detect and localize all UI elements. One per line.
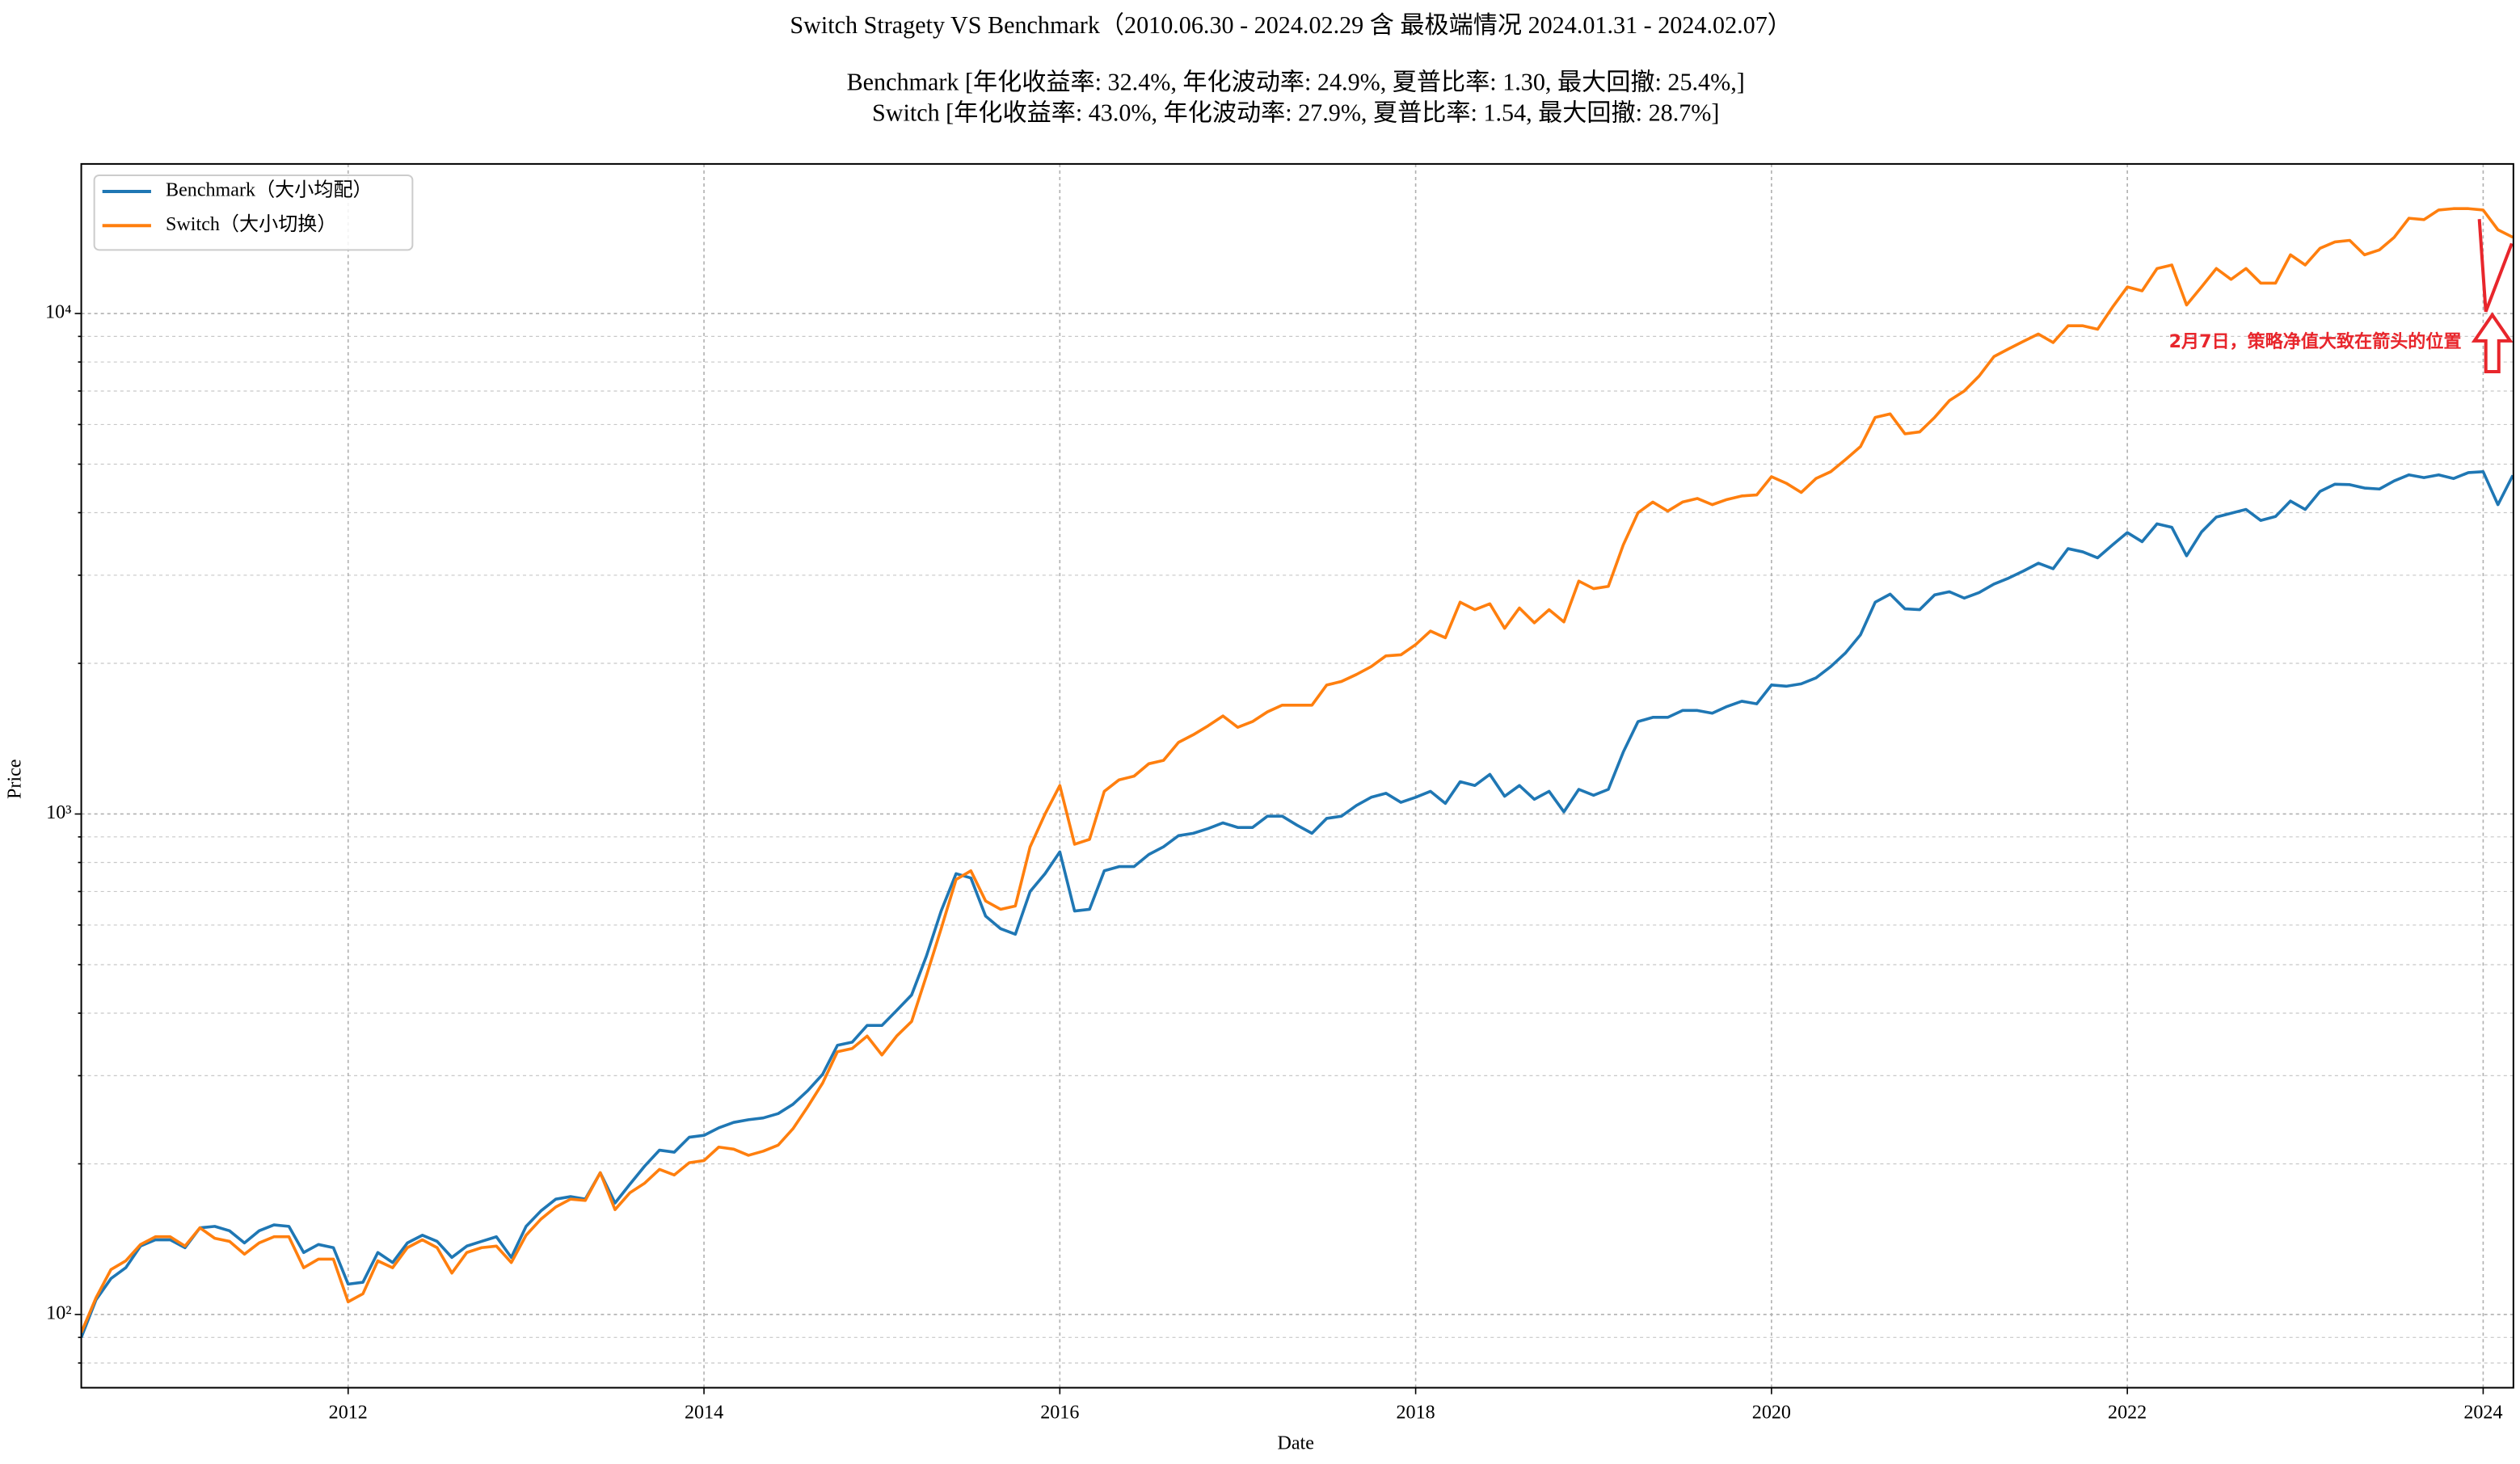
- series-line: [81, 207, 2514, 1334]
- x-axis-label: Date: [1277, 1432, 1313, 1453]
- chart-title: Switch Stragety VS Benchmark（2010.06.30 …: [790, 11, 1792, 39]
- x-tick-label: 2020: [1752, 1402, 1791, 1423]
- legend-label: Benchmark（大小均配）: [166, 179, 373, 201]
- chart-subtitle: Benchmark [年化收益率: 32.4%, 年化波动率: 24.9%, 夏…: [847, 68, 1745, 95]
- annotation-line: [2477, 219, 2514, 313]
- legend-box: [93, 174, 414, 251]
- y-axis-label: Price: [5, 759, 26, 799]
- x-tick-label: 2024: [2463, 1402, 2502, 1423]
- annotation-arrow: [2471, 312, 2514, 374]
- annotation-text: 2月7日，策略净值大致在箭头的位置: [2169, 331, 2462, 352]
- x-tick-label: 2018: [1397, 1402, 1435, 1423]
- chart-subtitle: Switch [年化收益率: 43.0%, 年化波动率: 27.9%, 夏普比率…: [872, 99, 1719, 127]
- y-tick-label: 10³: [46, 802, 71, 823]
- series-line: [81, 470, 2514, 1338]
- x-tick-label: 2016: [1040, 1402, 1079, 1423]
- x-tick-label: 2014: [685, 1402, 723, 1423]
- x-tick-label: 2012: [329, 1402, 368, 1423]
- plot-frame: [80, 162, 2514, 1389]
- y-tick-label: 10²: [46, 1302, 71, 1323]
- x-tick-label: 2022: [2108, 1402, 2147, 1423]
- y-tick-label: 10⁴: [45, 302, 72, 323]
- legend-label: Switch（大小切换）: [166, 213, 336, 235]
